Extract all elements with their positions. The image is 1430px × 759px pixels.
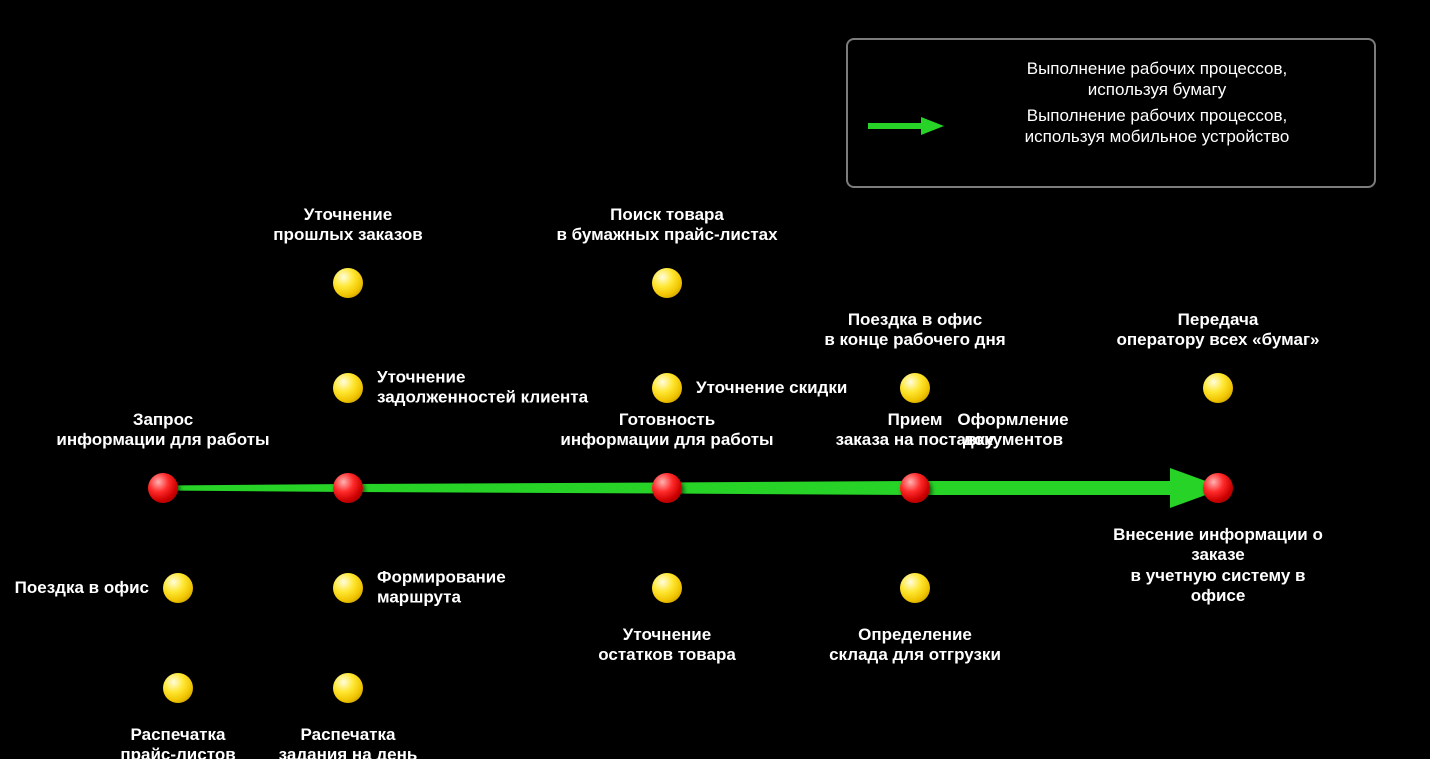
node-y4-label: Распечатка задания на день <box>279 725 418 759</box>
node-y10-label: Определение склада для отгрузки <box>829 625 1001 666</box>
node-y7-label: Поиск товара в бумажных прайс-листах <box>556 205 777 246</box>
node-y8-sphere <box>652 373 682 403</box>
node-y11-sphere <box>900 373 930 403</box>
node-y2-sphere <box>333 373 363 403</box>
diagram-canvas: Выполнение рабочих процессов, используя … <box>0 0 1430 759</box>
node-y7-sphere <box>652 268 682 298</box>
node-y6-label: Распечатка прайс-листов <box>120 725 235 759</box>
node-n1-label: Запрос информации для работы <box>56 410 269 451</box>
node-n2-sphere <box>333 473 363 503</box>
node-y10-sphere <box>900 573 930 603</box>
node-y2-label: Уточнение задолженностей клиента <box>377 368 588 409</box>
node-y3-label: Формирование маршрута <box>377 568 506 609</box>
node-y4-sphere <box>333 673 363 703</box>
node-y12-label: Передача оператору всех «бумаг» <box>1117 310 1320 351</box>
node-n5b-label: Внесение информации о заказе в учетную с… <box>1112 525 1324 607</box>
node-n5-label: Оформление документов <box>957 410 1068 451</box>
node-y5-label: Поездка в офис <box>15 578 149 598</box>
node-y3-sphere <box>333 573 363 603</box>
node-n4-sphere <box>900 473 930 503</box>
node-y11-label: Поездка в офис в конце рабочего дня <box>824 310 1005 351</box>
node-n3-sphere <box>652 473 682 503</box>
node-n5-sphere <box>1203 473 1233 503</box>
node-y12-sphere <box>1203 373 1233 403</box>
node-y6-sphere <box>163 673 193 703</box>
node-y5-sphere <box>163 573 193 603</box>
node-y9-sphere <box>652 573 682 603</box>
node-y1-label: Уточнение прошлых заказов <box>273 205 422 246</box>
node-y9-label: Уточнение остатков товара <box>598 625 736 666</box>
node-y1-sphere <box>333 268 363 298</box>
node-n1-sphere <box>148 473 178 503</box>
node-n3-label: Готовность информации для работы <box>560 410 773 451</box>
node-y8-label: Уточнение скидки <box>696 378 847 398</box>
